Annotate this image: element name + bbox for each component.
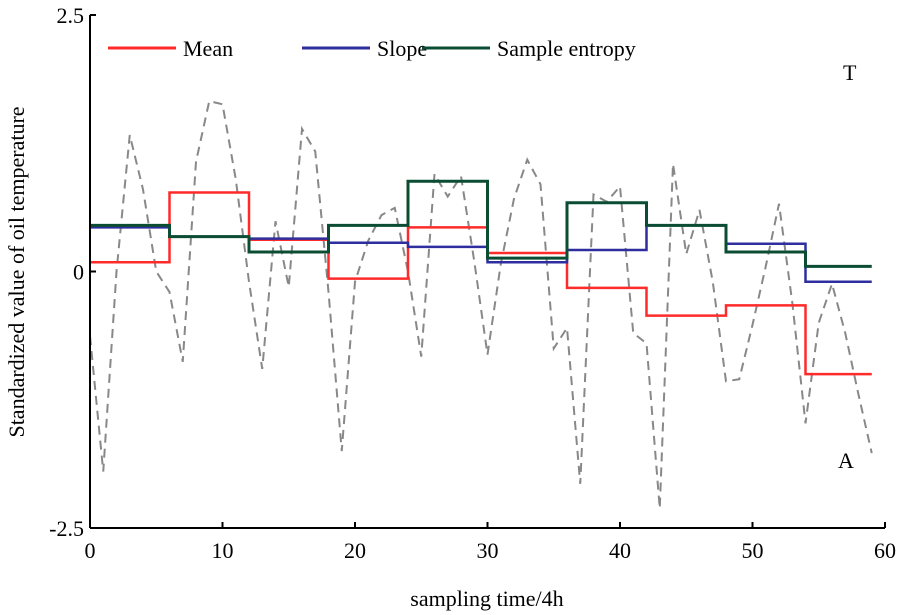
- y-tick-label: 0: [73, 260, 84, 285]
- y-ticks: 2.5 0 -2.5: [49, 3, 96, 541]
- raw-oil-temperature-line: [89, 99, 873, 509]
- legend-label: Sample entropy: [497, 36, 636, 61]
- annotation-t: T: [843, 60, 857, 85]
- legend: Mean Slope Sample entropy: [108, 36, 636, 61]
- y-tick-label: -2.5: [49, 516, 84, 541]
- legend-label: Mean: [183, 36, 233, 61]
- y-tick-label: 2.5: [57, 3, 85, 28]
- x-ticks: 0 10 20 30 40 50 60: [85, 522, 896, 563]
- x-tick-label: 30: [477, 538, 499, 563]
- step-series: [90, 179, 872, 376]
- x-tick-label: 40: [609, 538, 631, 563]
- series-slope-line: [90, 224, 872, 284]
- series-sample-entropy-line: [90, 179, 872, 268]
- series-mean-line: [90, 191, 872, 376]
- x-tick-label: 10: [212, 538, 234, 563]
- annotation-a: A: [838, 448, 854, 473]
- x-tick-label: 20: [344, 538, 366, 563]
- x-tick-label: 0: [85, 538, 96, 563]
- x-tick-label: 60: [874, 538, 896, 563]
- x-axis-label: sampling time/4h: [410, 586, 563, 611]
- raw-series: [89, 99, 873, 509]
- legend-label: Slope: [377, 36, 427, 61]
- x-tick-label: 50: [742, 538, 764, 563]
- y-axis-label: Standardized value of oil temperature: [4, 106, 29, 437]
